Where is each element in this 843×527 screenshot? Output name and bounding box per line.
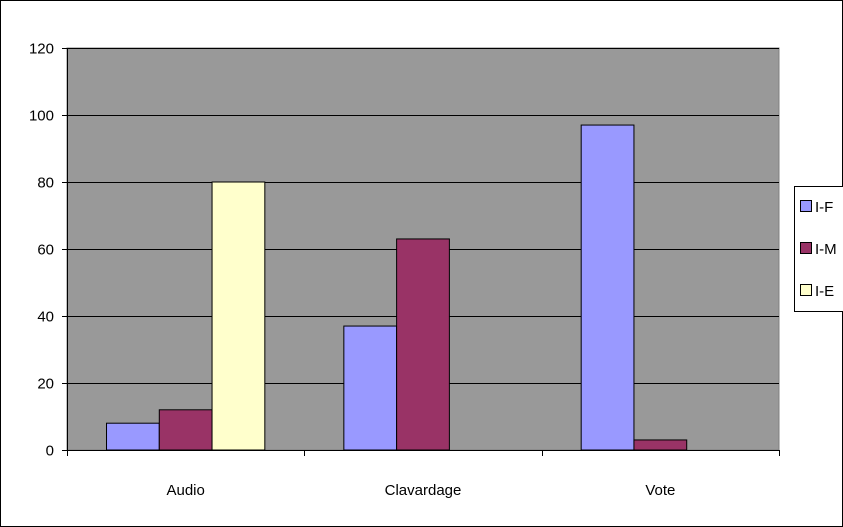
bar-i-m-audio [158,409,213,451]
axes: 0 20 40 60 80 100 120 Audio Clavardage Vote [29,41,780,499]
y-tick-label: 120 [29,41,54,58]
y-tick-label: 0 [46,443,54,460]
legend-swatch-i-m [800,242,812,254]
bars [106,124,688,451]
bar-i-e-audio [211,181,266,451]
bar-i-f-audio [106,422,160,451]
bar-i-f-clavardage [343,325,398,451]
bar-i-m-clavardage [396,238,450,451]
x-tick-label: Vote [645,482,675,499]
y-tick-label: 100 [29,108,54,125]
legend-swatch-i-e [800,284,812,296]
x-tick-label: Clavardage [385,482,462,499]
y-tick-label: 80 [37,175,54,192]
y-tick-label: 60 [37,242,54,259]
y-tick-label: 40 [37,309,54,326]
legend-swatch-i-f [800,200,812,212]
x-tick-label: Audio [166,482,204,499]
legend-label-i-e: I-E [815,283,834,300]
legend: I-F I-M I-E [794,186,843,312]
bar-i-m-vote [633,439,688,451]
bar-i-f-vote [580,124,635,451]
legend-label-i-f: I-F [815,199,833,216]
legend-label-i-m: I-M [815,241,837,258]
y-tick-label: 20 [37,376,54,393]
